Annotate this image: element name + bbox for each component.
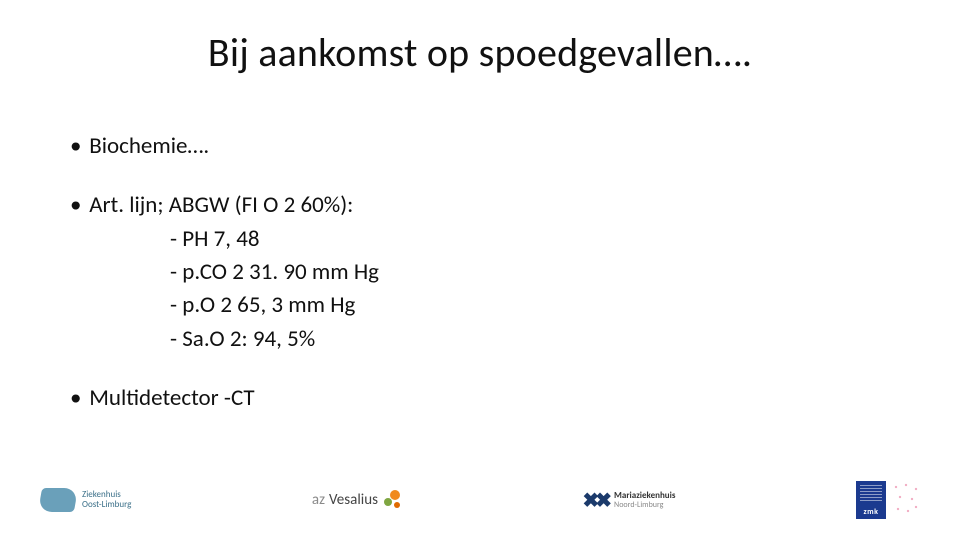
bullet-abgw: • Art. lijn; ABGW (FI O 2 60%): - PH 7, … xyxy=(70,189,379,356)
bullet-ct: • Multidetector -CT xyxy=(70,382,379,415)
abgw-po2: - p.O 2 65, 3 mm Hg xyxy=(170,289,379,322)
abgw-values: - PH 7, 48 - p.CO 2 31. 90 mm Hg - p.O 2… xyxy=(170,223,379,356)
logo-azvesalius: azVesalius xyxy=(312,490,402,510)
logo-mariaziekenhuis: ✖✖ Mariaziekenhuis Noord-Limburg xyxy=(583,488,676,513)
bullet-dot-icon: • xyxy=(70,189,84,222)
maria-text: Mariaziekenhuis Noord-Limburg xyxy=(614,491,675,510)
az-accent-icon xyxy=(382,490,402,510)
footer-logos: Ziekenhuis Oost-Limburg azVesalius ✖✖ Ma… xyxy=(40,478,920,522)
zmk-box-icon: zmk xyxy=(856,481,886,519)
bullet-dot-icon: • xyxy=(70,382,84,415)
zol-line2: Oost-Limburg xyxy=(82,500,131,510)
abgw-ph: - PH 7, 48 xyxy=(170,223,379,256)
maria-icon: ✖✖ xyxy=(583,488,609,513)
bullet-text: Art. lijn; ABGW (FI O 2 60%): xyxy=(89,191,353,219)
zmk-label: zmk xyxy=(863,507,878,519)
logo-zmk: zmk xyxy=(856,481,920,519)
logo-zol: Ziekenhuis Oost-Limburg xyxy=(40,488,131,512)
zmk-dots-icon xyxy=(892,481,920,519)
bullet-biochemie: • Biochemie…. xyxy=(70,130,379,163)
abgw-sao2: - Sa.O 2: 94, 5% xyxy=(170,323,379,356)
maria-line2: Noord-Limburg xyxy=(614,501,675,510)
slide-title: Bij aankomst op spoedgevallen…. xyxy=(0,28,960,77)
bullet-text: Multidetector -CT xyxy=(89,384,254,412)
bullet-dot-icon: • xyxy=(70,130,84,163)
zol-icon xyxy=(40,488,76,512)
az-prefix: az xyxy=(312,491,325,509)
az-name: Vesalius xyxy=(329,491,378,509)
bullet-text: Biochemie…. xyxy=(89,132,209,160)
zol-text: Ziekenhuis Oost-Limburg xyxy=(82,490,131,510)
abgw-pco2: - p.CO 2 31. 90 mm Hg xyxy=(170,256,379,289)
slide-body: • Biochemie…. • Art. lijn; ABGW (FI O 2 … xyxy=(70,130,379,441)
slide: Bij aankomst op spoedgevallen…. • Bioche… xyxy=(0,0,960,540)
